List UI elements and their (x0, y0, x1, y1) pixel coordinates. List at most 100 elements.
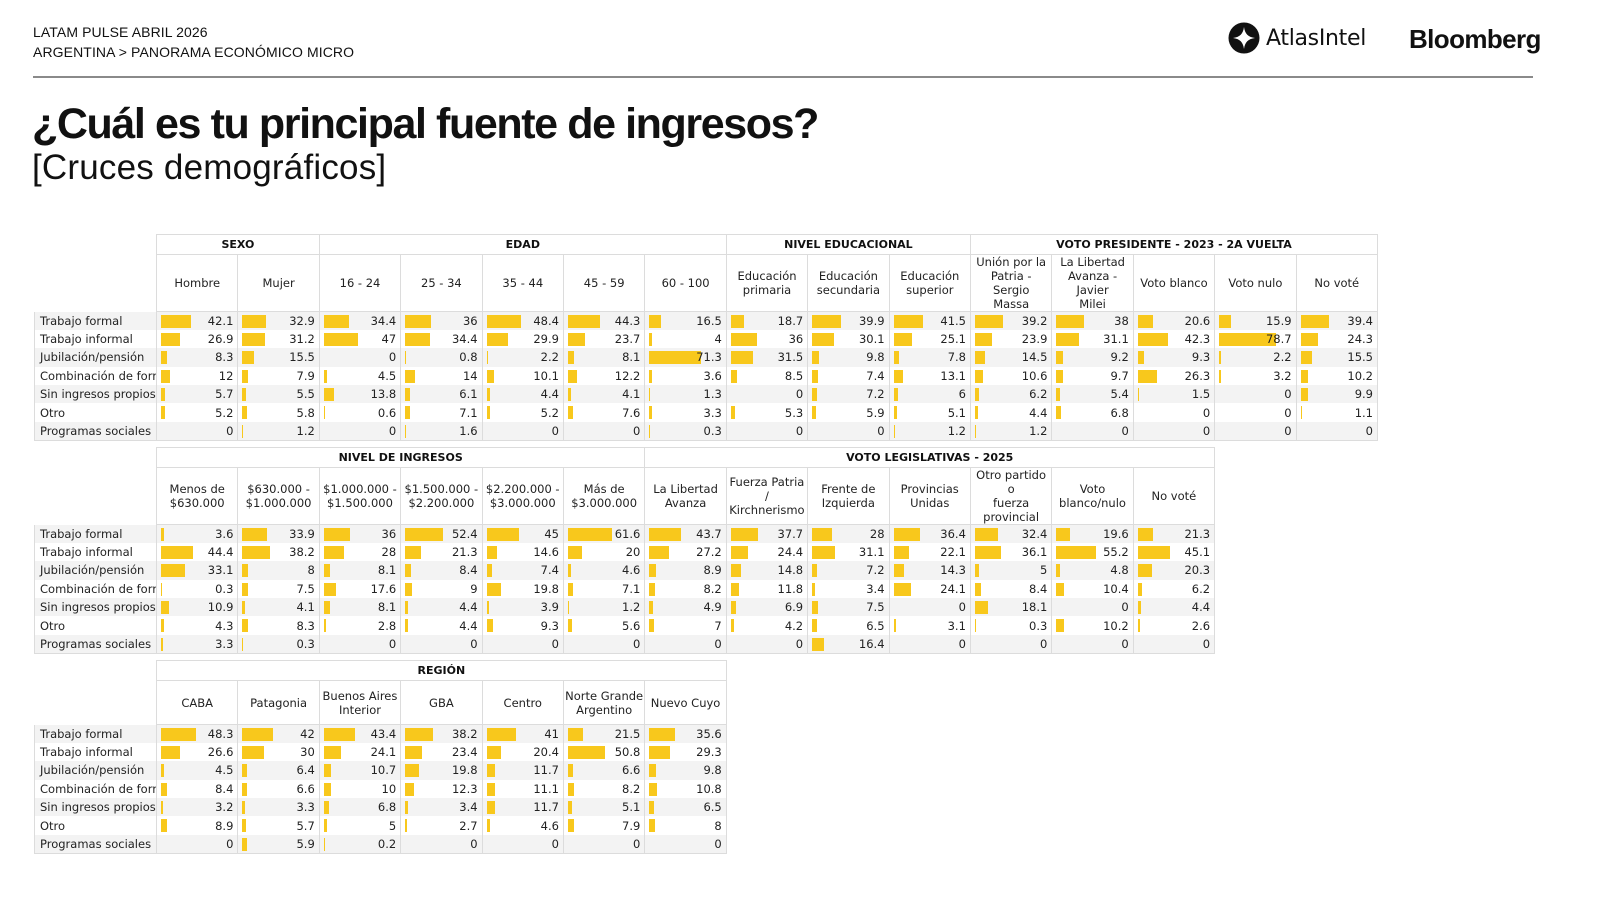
table-row-jubilacion-pension: Jubilación/pensión 33.1 8 8.1 8.4 7.4 4.6 8.9 14… (34, 561, 1216, 580)
column-header-fuerza-patria-kirchnerismo: Fuerza Patria / Kirchnerismo (725, 467, 809, 525)
value-cell: 10.2 (1051, 616, 1134, 635)
value-cell: 7.9 (562, 816, 646, 835)
value-bar (649, 728, 675, 741)
value-cell: 4.4 (400, 616, 483, 635)
value-number: 22.1 (940, 545, 966, 560)
value-cell: 1.2 (237, 421, 320, 441)
value-number: 24.1 (940, 581, 966, 596)
value-number: 5 (388, 818, 397, 833)
value-cell: 4.6 (562, 561, 646, 580)
value-cell: 9.8 (644, 761, 727, 780)
value-number: 3.2 (1273, 368, 1292, 383)
crosstab-region: REGIÓN CABA Patagonia Buenos Aires Interior G… (34, 660, 727, 854)
value-number: 0 (1365, 423, 1373, 438)
value-number: 0 (633, 423, 641, 438)
column-header-line: No voté (1314, 276, 1360, 290)
value-bar (242, 619, 249, 633)
value-cell: 14.8 (725, 561, 809, 580)
value-number: 39.2 (1021, 313, 1048, 328)
value-cell: 3.3 (155, 634, 239, 654)
value-cell: 27.2 (644, 542, 727, 562)
value-number: 7.6 (622, 405, 641, 420)
column-header-norte-grande-argentino: Norte Grande Argentino (562, 680, 646, 725)
value-cell: 8.1 (562, 348, 646, 367)
row-label: Trabajo formal (34, 311, 157, 330)
value-cell: 13.8 (318, 385, 402, 404)
value-cell: 43.4 (318, 724, 402, 743)
value-cell: 29.9 (481, 329, 564, 349)
atlasintel-wordmark: AtlasIntel (1266, 25, 1367, 51)
value-cell: 1.2 (969, 421, 1053, 441)
value-bar (1056, 369, 1064, 383)
value-bar (242, 582, 248, 596)
value-number: 6 (958, 387, 966, 402)
report-section-path: ARGENTINA > PANORAMA ECONÓMICO MICRO (33, 44, 355, 60)
column-header-16-24: 16 - 24 (318, 254, 402, 312)
value-cell: 5.9 (807, 403, 890, 422)
value-cell: 3.6 (155, 524, 239, 543)
value-cell: 35.6 (644, 724, 727, 743)
value-number: 0 (795, 387, 804, 402)
table-row-otro: Otro 4.3 8.3 2.8 4.4 9.3 5.6 7 4.2 6.5 3.1 0.3 10.2 2… (34, 616, 1216, 635)
value-cell: 20 (562, 542, 646, 562)
value-cell: 1.2 (562, 598, 646, 617)
column-header-educacion-primaria: Educación primaria (725, 254, 809, 312)
value-cell: 24.4 (725, 542, 809, 562)
value-bar (1056, 388, 1061, 402)
value-number: 34.4 (370, 313, 397, 328)
value-number: 10.4 (1103, 581, 1129, 596)
value-cell: 44.3 (562, 311, 646, 330)
value-number: 0 (1202, 423, 1211, 438)
value-number: 24.1 (370, 745, 397, 760)
value-bar (893, 406, 898, 420)
value-number: 8.2 (703, 581, 722, 596)
value-bar (242, 601, 246, 615)
column-header-line: Frente de (821, 482, 876, 496)
value-cell: 6.6 (562, 761, 646, 780)
value-number: 0.3 (296, 636, 315, 651)
row-label: Combinación de form (34, 366, 157, 386)
value-number: 4.5 (215, 763, 234, 778)
value-number: 0 (795, 423, 804, 438)
row-label: Otro (34, 403, 157, 422)
value-cell: 19.8 (400, 761, 483, 780)
value-cell: 5.1 (888, 403, 972, 422)
value-cell: 20.3 (1132, 561, 1216, 580)
column-header-line: $3.000.000 (489, 496, 556, 510)
group-header-nivel-educacional: NIVEL EDUCACIONAL (725, 234, 972, 255)
value-number: 0 (1121, 636, 1129, 651)
value-number: 45 (544, 526, 559, 541)
column-header-centro: Centro (481, 680, 564, 725)
value-number: 0 (388, 423, 397, 438)
value-number: 11.1 (533, 781, 559, 796)
column-header-voto-blanco-nulo: Voto blanco/nulo (1051, 467, 1134, 525)
value-bar (1137, 619, 1140, 633)
value-bar (730, 601, 736, 615)
value-bar (486, 582, 501, 596)
value-cell: 2.7 (400, 816, 483, 835)
value-cell: 0.3 (155, 579, 239, 599)
column-header-no-vote: No voté (1132, 467, 1216, 525)
value-number: 14.3 (940, 563, 966, 578)
value-number: 15.5 (1347, 350, 1373, 365)
value-bar (242, 388, 247, 402)
column-header-educacion-secundaria: Educación secundaria (807, 254, 890, 312)
value-number: 5.8 (296, 405, 315, 420)
value-bar (161, 332, 181, 346)
value-bar (649, 619, 655, 633)
value-cell: 8.2 (562, 779, 646, 799)
value-cell: 1.6 (400, 421, 483, 441)
value-bar (405, 745, 423, 759)
value-number: 0 (795, 636, 804, 651)
value-cell: 1.3 (644, 385, 727, 404)
value-number: 20.6 (1184, 313, 1211, 328)
value-cell: 31.1 (807, 542, 890, 562)
value-bar (242, 728, 273, 741)
value-number: 33.9 (289, 526, 315, 541)
column-header-line: La Libertad (1060, 255, 1125, 269)
column-header-union-por-la-patria-sergio-massa: Unión por la Patria - Sergio Massa (969, 254, 1053, 312)
corner-blank (35, 661, 157, 681)
value-cell: 19.6 (1051, 524, 1134, 543)
value-bar (1300, 351, 1312, 365)
value-cell: 15.5 (1295, 348, 1378, 367)
